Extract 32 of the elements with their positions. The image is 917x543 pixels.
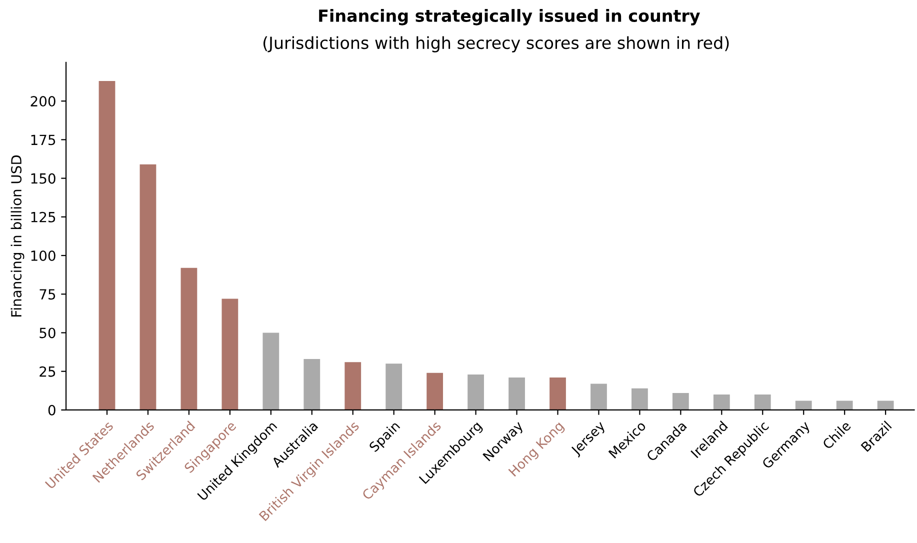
- bar: [713, 394, 730, 410]
- bar: [508, 378, 525, 410]
- bar: [180, 268, 198, 410]
- y-tick-label: 75: [40, 289, 56, 300]
- bar: [98, 80, 116, 410]
- bar: [672, 392, 689, 410]
- y-tick-label: 100: [31, 250, 56, 261]
- y-tick-label: 25: [40, 366, 56, 377]
- y-tick-label: 0: [48, 404, 56, 416]
- bar: [468, 374, 484, 410]
- chart-subtitle: (Jurisdictions with high secrecy scores are shown in red): [263, 36, 729, 52]
- y-tick-label: 200: [30, 96, 56, 107]
- y-tick-label: 50: [40, 328, 56, 338]
- bar: [754, 394, 771, 410]
- bar: [386, 364, 402, 410]
- y-tick-label: 125: [31, 212, 56, 222]
- bar: [795, 400, 812, 410]
- bar: [262, 332, 280, 410]
- chart-title: Financing strategically issued in country: [319, 9, 700, 26]
- y-tick-label: 175: [31, 134, 56, 146]
- bar: [836, 400, 853, 410]
- bar: [632, 388, 648, 410]
- bar: [304, 358, 320, 410]
- bar: [590, 384, 607, 410]
- y-axis-title: Financing in billion USD: [10, 155, 24, 316]
- bar: [140, 164, 156, 410]
- bar: [877, 400, 894, 410]
- bar: [222, 298, 238, 410]
- bar: [550, 378, 566, 410]
- y-tick-label: 150: [31, 173, 56, 184]
- bar: [344, 362, 362, 410]
- bar: [426, 372, 444, 410]
